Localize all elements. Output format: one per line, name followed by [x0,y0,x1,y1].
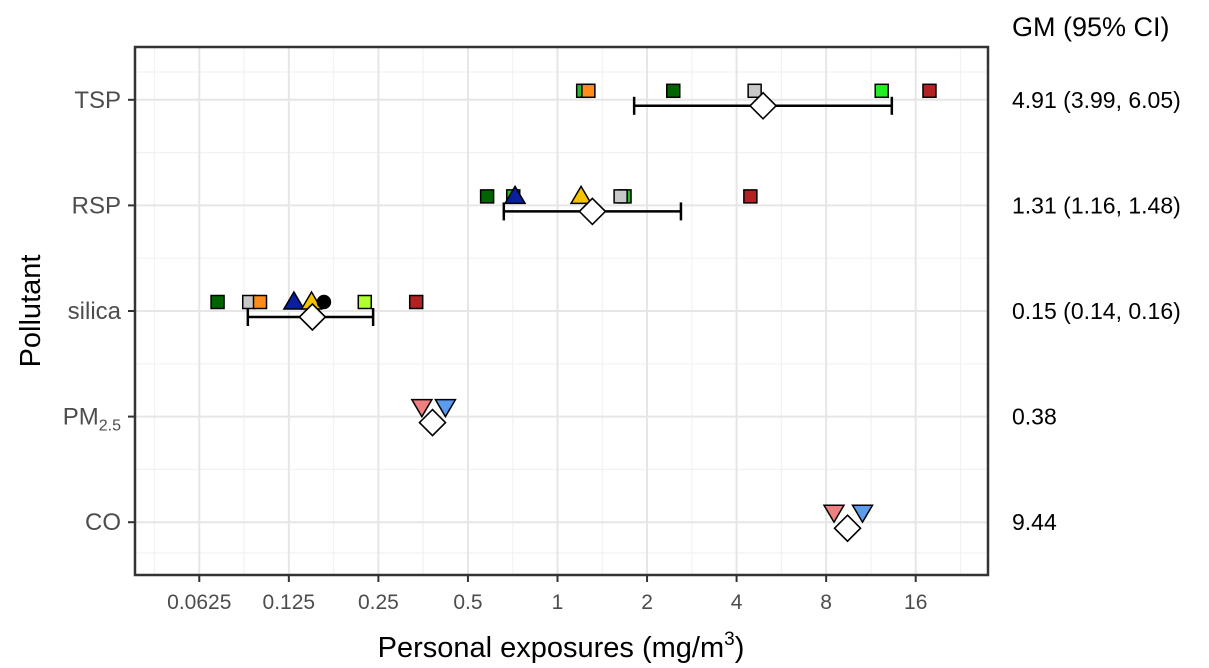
y-tick-label-main: silica [68,298,122,325]
gm-ci-value: 4.91 (3.99, 6.05) [1012,87,1181,113]
gm-ci-value: 9.44 [1012,509,1057,535]
y-tick-label-main: RSP [72,192,121,219]
y-tick-label: RSP [72,192,121,219]
point-square [581,83,596,99]
point-square [922,83,937,99]
data-points [210,83,937,524]
x-axis-title-main: Personal exposures (mg/m [378,632,725,664]
gm-ci-value: 0.15 (0.14, 0.16) [1012,298,1181,324]
point-square [743,189,758,204]
point-triangle-down [822,504,846,524]
gm-diamond [298,302,327,332]
point-square [252,294,268,310]
x-tick-label: 2 [641,591,653,614]
point-square [613,189,628,204]
geometric-mean-markers [298,91,862,543]
y-tick-label: PM2.5 [63,404,121,435]
gm-ci-column: 4.91 (3.99, 6.05) 1.31 (1.16, 1.48) 0.15 (… [1012,87,1181,535]
x-tick-label: 16 [904,591,927,614]
major-gridlines [135,47,988,575]
y-tick-label-main: PM [63,404,99,431]
x-tick-label: 4 [731,591,743,614]
point-square [874,83,889,99]
point-square [747,83,762,99]
point-square [357,294,373,310]
point-square [479,189,495,204]
x-tick-label: 8 [820,591,832,614]
point-triangle-down [410,398,434,419]
gm-diamond [418,408,447,437]
point-triangle-up [569,184,593,205]
point-triangle-up [282,290,306,310]
y-axis-title: Pollutant [15,255,47,368]
x-axis-title-close: ) [735,632,745,664]
x-tick-label: 0.5 [453,591,482,614]
point-triangle-down [434,398,457,419]
gm-ci-header: GM (95% CI) [1012,12,1170,42]
x-tick-label: 0.25 [358,591,399,614]
gm-ci-value: 0.38 [1012,404,1057,430]
gm-diamond [578,197,607,226]
y-tick-label: TSP [74,87,121,114]
point-square [210,294,225,310]
x-tick-label: 0.125 [263,591,316,614]
gm-diamond [748,91,778,120]
gm-diamond [833,514,862,543]
point-triangle-up [503,184,527,205]
point-square [408,294,424,310]
x-axis-title: Personal exposures (mg/m3) [378,629,745,664]
y-tick-label-main: CO [85,509,121,536]
y-tick-label-subscript: 2.5 [99,418,121,435]
point-circle [316,294,332,310]
point-triangle-down [851,504,874,524]
x-tick-label: 1 [552,591,564,614]
x-axis: 0.0625 0.125 0.25 0.5 1 2 4 8 16 [167,575,927,614]
y-axis: TSP RSP silica PM2.5 CO [63,87,135,536]
x-axis-title-superscript: 3 [724,629,735,650]
y-tick-label-main: TSP [74,87,121,114]
point-square [666,83,681,99]
y-tick-label: CO [85,509,121,536]
gm-ci-value: 1.31 (1.16, 1.48) [1012,192,1181,218]
x-tick-label: 0.0625 [167,591,231,614]
y-tick-label: silica [68,298,122,325]
